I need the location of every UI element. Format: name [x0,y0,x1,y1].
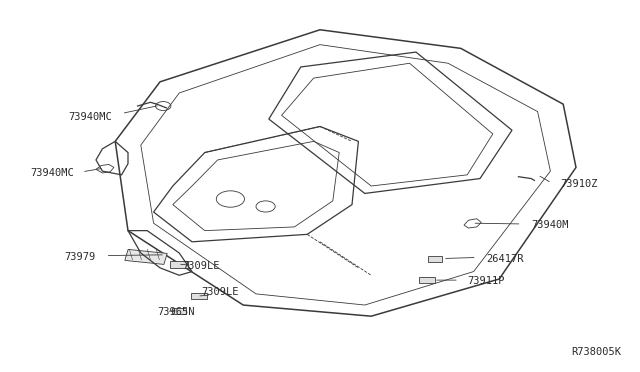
Text: R738005K: R738005K [571,347,621,357]
Bar [125,249,167,264]
Text: 73911P: 73911P [467,276,505,286]
Text: 73910Z: 73910Z [560,179,598,189]
FancyBboxPatch shape [170,261,188,268]
Text: 26417R: 26417R [486,254,524,263]
Text: 73940M: 73940M [531,220,569,230]
Text: 7309LE: 7309LE [202,287,239,297]
Text: 73979: 73979 [65,252,96,262]
FancyBboxPatch shape [172,308,186,314]
FancyBboxPatch shape [419,277,435,283]
Text: 73940MC: 73940MC [30,168,74,178]
Text: 7309LE: 7309LE [182,261,220,271]
Text: 73965N: 73965N [157,308,195,317]
Text: 73940MC: 73940MC [68,112,112,122]
FancyBboxPatch shape [428,256,442,262]
FancyBboxPatch shape [191,293,207,299]
